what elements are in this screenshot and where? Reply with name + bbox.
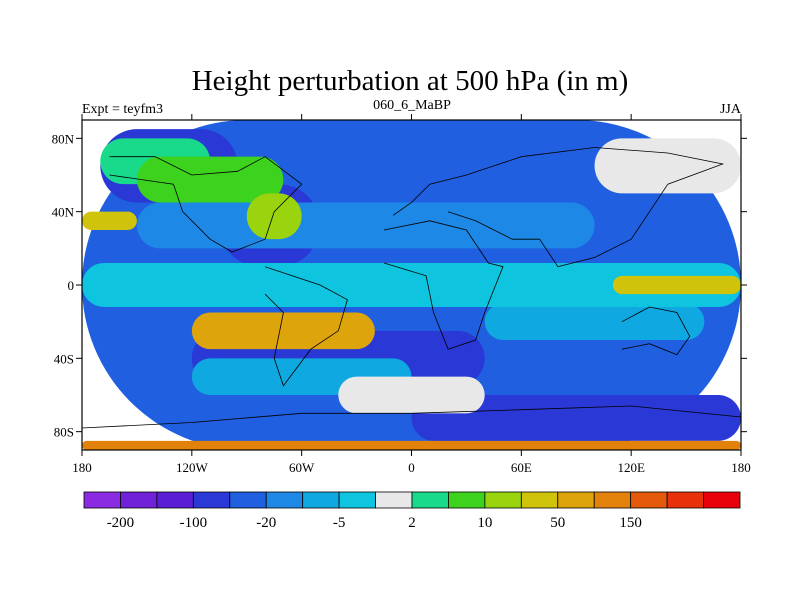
field-region-17: [191, 312, 375, 350]
field-region-6: [136, 202, 595, 249]
colorbar-box-12: [520, 491, 559, 509]
y-tick-label-2: 0: [68, 278, 75, 293]
colorbar-box-16: [666, 491, 704, 509]
x-axis: 180 120W 60W 0 60E 120E 180: [72, 114, 751, 475]
colorbar-box-6: [302, 491, 340, 509]
field-region-5: [411, 395, 741, 441]
y-axis: 80N 40N 0 40S 80S: [52, 131, 747, 440]
coastline-5: [81, 405, 742, 429]
field-region-15: [82, 211, 137, 230]
field-region-10: [594, 138, 741, 194]
colorbar-label-4: 2: [408, 515, 416, 531]
colorbar-box-7: [338, 491, 376, 509]
coastline-4: [621, 306, 691, 356]
colorbar-label-3: -5: [333, 515, 346, 531]
colorbar-box-3: [192, 491, 231, 509]
colorbar-box-17: [703, 491, 741, 509]
colorbar-box-8: [375, 491, 413, 509]
colorbar-label-1: -100: [180, 515, 208, 531]
x-tick-label-3: 0: [408, 460, 415, 475]
x-tick-label-0: 180: [72, 460, 92, 475]
field-region-11: [338, 376, 485, 414]
colorbar-box-11: [484, 491, 522, 509]
colorbar-label-5: 10: [477, 515, 492, 531]
colorbar: -200 -100 -20 -5 2 10 50 150: [83, 491, 741, 531]
field-region-18: [82, 440, 741, 450]
experiment-label: Expt = teyfm3: [82, 102, 163, 117]
season-label: JJA: [720, 102, 742, 117]
colorbar-box-9: [411, 491, 449, 509]
colorbar-label-6: 50: [550, 515, 565, 531]
colorbar-box-5: [265, 491, 304, 509]
x-tick-label-2: 60W: [289, 460, 315, 475]
coastline-3: [392, 147, 725, 268]
colorbar-label-0: -200: [107, 515, 135, 531]
field-region-16: [612, 275, 741, 295]
colorbar-label-7: 150: [619, 515, 642, 531]
chart-title: Height perturbation at 500 hPa (in m): [192, 65, 629, 97]
colorbar-box-14: [593, 491, 632, 509]
colorbar-box-0: [83, 491, 121, 509]
y-tick-label-4: 80S: [54, 425, 74, 440]
field-region-13: [136, 156, 284, 203]
colorbar-box-4: [229, 491, 267, 509]
y-tick-label-1: 40N: [52, 205, 75, 220]
colorbar-box-15: [630, 491, 668, 509]
x-tick-label-1: 120W: [176, 460, 209, 475]
field-region-8: [484, 303, 705, 340]
field-region-9: [82, 263, 741, 307]
x-tick-label-6: 180: [731, 460, 751, 475]
colorbar-box-10: [448, 491, 486, 509]
field-region-14: [246, 193, 302, 240]
map-panel: [82, 120, 741, 450]
y-tick-label-3: 40S: [54, 351, 74, 366]
period-label: 060_6_MaBP: [373, 98, 451, 113]
coastline-overlay: [81, 147, 742, 429]
y-tick-label-0: 80N: [52, 131, 75, 146]
colorbar-box-13: [557, 491, 595, 509]
coastline-0: [109, 156, 303, 253]
coastline-2: [383, 220, 504, 350]
x-tick-label-5: 120E: [617, 460, 645, 475]
coastline-1: [264, 266, 348, 387]
colorbar-box-2: [156, 491, 194, 509]
x-tick-label-4: 60E: [511, 460, 532, 475]
colorbar-box-1: [120, 491, 158, 509]
colorbar-label-2: -20: [256, 515, 276, 531]
